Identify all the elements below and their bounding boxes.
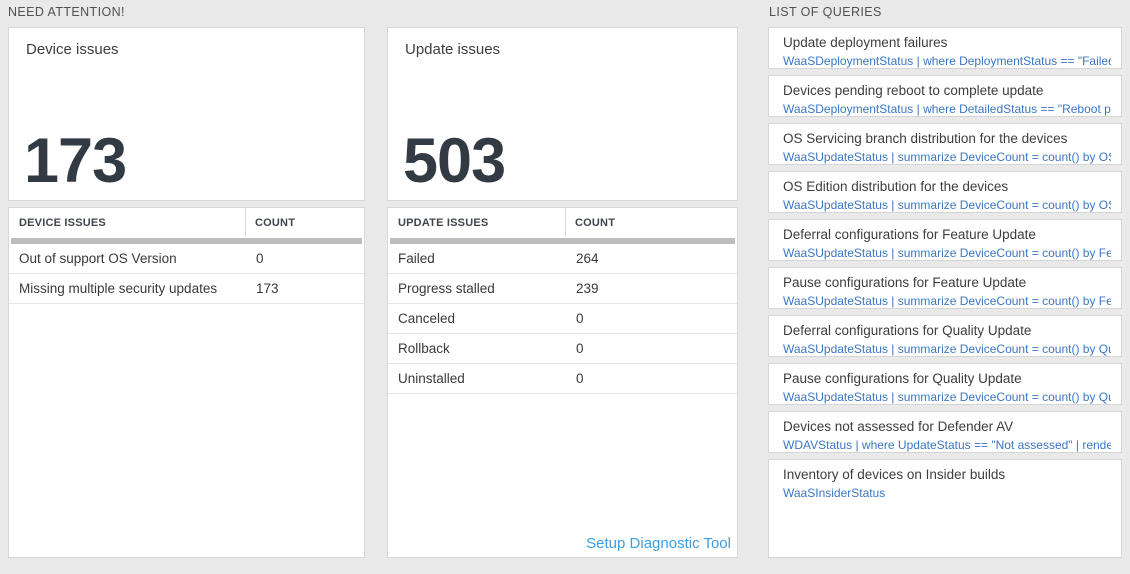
row-count: 0	[256, 251, 264, 266]
query-item[interactable]: OS Edition distribution for the devices …	[768, 171, 1122, 213]
update-issues-table: UPDATE ISSUES COUNT Failed 264 Progress …	[387, 207, 738, 558]
query-item[interactable]: Devices not assessed for Defender AV WDA…	[768, 411, 1122, 453]
update-issues-tile[interactable]: Update issues 503	[387, 27, 738, 201]
row-label: Canceled	[398, 311, 456, 326]
query-item[interactable]: Inventory of devices on Insider builds W…	[768, 459, 1122, 558]
query-text[interactable]: WDAVStatus | where UpdateStatus == "Not …	[783, 438, 1111, 452]
query-title: Devices pending reboot to complete updat…	[783, 83, 1044, 98]
device-table-header-label: DEVICE ISSUES	[19, 216, 106, 229]
query-text[interactable]: WaaSInsiderStatus	[783, 486, 886, 500]
row-label: Progress stalled	[398, 281, 495, 296]
query-item[interactable]: Devices pending reboot to complete updat…	[768, 75, 1122, 117]
update-table-scrollbar[interactable]	[390, 238, 735, 244]
query-title: OS Edition distribution for the devices	[783, 179, 1009, 194]
query-text[interactable]: WaaSUpdateStatus | summarize DeviceCount…	[783, 150, 1111, 164]
query-title: Devices not assessed for Defender AV	[783, 419, 1014, 434]
query-title: Pause configurations for Feature Update	[783, 275, 1027, 290]
query-item[interactable]: Pause configurations for Feature Update …	[768, 267, 1122, 309]
query-item[interactable]: OS Servicing branch distribution for the…	[768, 123, 1122, 165]
query-item[interactable]: Deferral configurations for Quality Upda…	[768, 315, 1122, 357]
query-text[interactable]: WaaSUpdateStatus | summarize DeviceCount…	[783, 294, 1111, 308]
table-row[interactable]: Canceled 0	[388, 304, 737, 334]
query-text[interactable]: WaaSDeploymentStatus | where DetailedSta…	[783, 102, 1111, 116]
setup-diagnostic-tool-link[interactable]: Setup Diagnostic Tool	[586, 535, 731, 552]
row-label: Uninstalled	[398, 371, 465, 386]
query-text[interactable]: WaaSUpdateStatus | summarize DeviceCount…	[783, 198, 1111, 212]
row-count: 173	[256, 281, 279, 296]
query-text[interactable]: WaaSDeploymentStatus | where DeploymentS…	[783, 54, 1111, 68]
row-count: 0	[576, 371, 584, 386]
query-item[interactable]: Pause configurations for Quality Update …	[768, 363, 1122, 405]
table-row[interactable]: Missing multiple security updates 173	[9, 274, 364, 304]
query-item[interactable]: Update deployment failures WaaSDeploymen…	[768, 27, 1122, 69]
update-table-header: UPDATE ISSUES COUNT	[388, 208, 737, 237]
row-label: Missing multiple security updates	[19, 281, 218, 296]
row-count: 0	[576, 341, 584, 356]
query-item[interactable]: Deferral configurations for Feature Upda…	[768, 219, 1122, 261]
query-text[interactable]: WaaSUpdateStatus | summarize DeviceCount…	[783, 246, 1111, 260]
row-count: 0	[576, 311, 584, 326]
query-title: Deferral configurations for Feature Upda…	[783, 227, 1036, 242]
device-issues-title: Device issues	[26, 41, 119, 58]
list-of-queries-header: LIST OF QUERIES	[769, 5, 882, 19]
row-label: Rollback	[398, 341, 450, 356]
device-issues-count: 173	[24, 125, 127, 196]
table-row[interactable]: Uninstalled 0	[388, 364, 737, 394]
device-table-scrollbar[interactable]	[11, 238, 362, 244]
device-issues-table: DEVICE ISSUES COUNT Out of support OS Ve…	[8, 207, 365, 558]
query-title: Inventory of devices on Insider builds	[783, 467, 1006, 482]
table-row[interactable]: Rollback 0	[388, 334, 737, 364]
device-issues-tile[interactable]: Device issues 173	[8, 27, 365, 201]
table-row[interactable]: Progress stalled 239	[388, 274, 737, 304]
device-table-header: DEVICE ISSUES COUNT	[9, 208, 364, 237]
row-label: Failed	[398, 251, 435, 266]
query-text[interactable]: WaaSUpdateStatus | summarize DeviceCount…	[783, 390, 1111, 404]
update-issues-count: 503	[403, 125, 506, 196]
query-title: Deferral configurations for Quality Upda…	[783, 323, 1032, 338]
need-attention-header: NEED ATTENTION!	[8, 5, 125, 19]
query-title: Pause configurations for Quality Update	[783, 371, 1022, 386]
query-title: Update deployment failures	[783, 35, 948, 50]
update-table-header-label: UPDATE ISSUES	[398, 216, 489, 229]
update-table-header-count: COUNT	[565, 208, 737, 237]
query-list: Update deployment failures WaaSDeploymen…	[768, 27, 1122, 564]
device-table-header-count: COUNT	[245, 208, 364, 237]
row-count: 239	[576, 281, 599, 296]
table-row[interactable]: Out of support OS Version 0	[9, 244, 364, 274]
row-label: Out of support OS Version	[19, 251, 177, 266]
update-issues-title: Update issues	[405, 41, 501, 58]
table-row[interactable]: Failed 264	[388, 244, 737, 274]
query-text[interactable]: WaaSUpdateStatus | summarize DeviceCount…	[783, 342, 1111, 356]
row-count: 264	[576, 251, 599, 266]
query-title: OS Servicing branch distribution for the…	[783, 131, 1068, 146]
